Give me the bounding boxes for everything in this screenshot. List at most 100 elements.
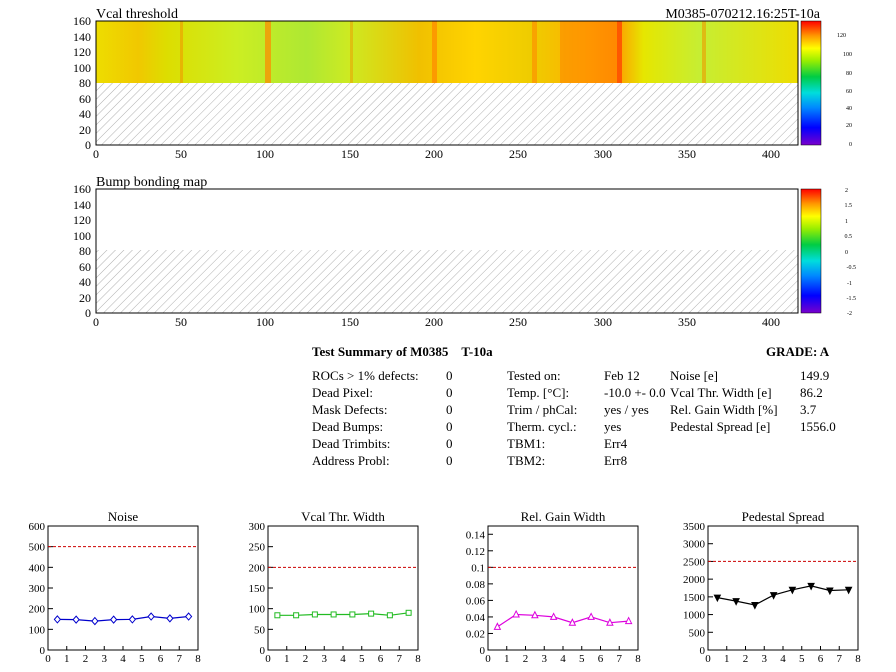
scale-tick: 100 (843, 52, 852, 58)
x-tick-label: 6 (598, 653, 604, 665)
y-tick-label: 160 (73, 182, 91, 196)
result-label: Vcal Thr. Width [e] (670, 385, 772, 400)
x-tick-label: 0 (265, 653, 271, 665)
masked-region (96, 250, 798, 313)
x-tick-label: 350 (678, 147, 696, 161)
result-value: 149.9 (800, 368, 830, 383)
x-tick-label: 5 (799, 653, 805, 665)
data-point (405, 609, 412, 616)
x-tick-label: 1 (504, 653, 510, 665)
data-point (732, 598, 740, 606)
x-tick-label: 1 (724, 653, 730, 665)
x-tick-label: 350 (678, 315, 696, 329)
data-point (368, 610, 375, 617)
x-tick-label: 1 (64, 653, 70, 665)
data-point (512, 609, 520, 618)
x-tick-label: 250 (509, 315, 527, 329)
condition-label: Temp. [°C]: (507, 385, 570, 400)
trend-plot-pedestal-spread: Pedestal Spread 0 500 1000 1500 2000 2500 3000 3… (683, 510, 861, 665)
color-scale-ticks: 2 1.5 1 0.5 0 -0.5 -1 -1.5 -2 (845, 188, 857, 317)
defect-value: 0 (446, 419, 453, 434)
condition-value: yes (604, 419, 622, 434)
results-labels: Noise [e] Vcal Thr. Width [e] Rel. Gain … (670, 367, 778, 435)
x-tick-label: 1 (284, 653, 290, 665)
y-tick-label: 100 (29, 624, 46, 636)
x-tick-label: 8 (635, 653, 641, 665)
y-tick-label: 120 (73, 213, 91, 227)
x-tick-label: 2 (523, 653, 529, 665)
y-tick-label: 150 (249, 583, 266, 595)
summary-title: Test Summary of M0385 T-10a (312, 344, 493, 359)
result-value: 1556.0 (800, 419, 836, 434)
x-tick-label: 50 (175, 147, 187, 161)
condition-label: TBM2: (507, 453, 546, 468)
data-point (293, 612, 300, 619)
y-tick-label: 20 (79, 291, 91, 305)
data-point (128, 615, 137, 624)
data-point (91, 616, 99, 626)
x-tick-label: 200 (425, 147, 443, 161)
y-tick-label: 120 (73, 45, 91, 59)
condition-value: Err8 (604, 453, 628, 468)
x-tick-label: 3 (762, 653, 768, 665)
x-axis: 0 50 100 150 200 250 300 350 400 (93, 315, 780, 329)
y-tick-label: 0.14 (466, 529, 486, 541)
scale-tick: 60 (846, 89, 852, 95)
defect-label: Dead Bumps: (312, 419, 384, 434)
x-tick-label: 5 (359, 653, 365, 665)
x-tick-label: 50 (175, 315, 187, 329)
defect-label: Dead Pixel: (312, 385, 374, 400)
map-title: Vcal threshold (96, 7, 178, 22)
y-tick-label: 3500 (683, 521, 706, 533)
scale-tick: -2 (847, 311, 852, 317)
y-tick-label: 100 (73, 229, 91, 243)
conditions-labels: Tested on: Temp. [°C]: Trim / phCal: The… (507, 367, 577, 469)
plot-frame (267, 525, 419, 651)
x-tick-label: 4 (340, 653, 346, 665)
stripe (560, 21, 622, 83)
x-tick-label: 7 (397, 653, 403, 665)
y-tick-label: 160 (73, 14, 91, 28)
data-point (386, 612, 393, 619)
x-tick-label: 8 (195, 653, 201, 665)
condition-value: yes / yes (604, 402, 649, 417)
defects-labels: ROCs > 1% defects: Dead Pixel: Mask Defe… (312, 367, 419, 469)
y-tick-label: 500 (689, 627, 706, 639)
y-tick-label: 100 (249, 604, 266, 616)
data-point (166, 614, 174, 623)
data-point (769, 592, 778, 600)
x-tick-label: 2 (743, 653, 749, 665)
y-tick-label: 80 (79, 244, 91, 258)
series-line (717, 585, 849, 606)
scale-tick: 80 (846, 71, 852, 77)
heatmap-fill (96, 21, 798, 83)
y-tick-label: 80 (79, 76, 91, 90)
x-tick-label: 6 (818, 653, 824, 665)
y-tick-label: 200 (29, 604, 46, 616)
data-point (493, 622, 502, 630)
module-label: M0385-070212.16:25T-10a (665, 7, 820, 22)
data-point (147, 612, 155, 621)
y-tick-label: 3000 (683, 539, 706, 551)
x-tick-label: 0 (93, 315, 99, 329)
plot-title: Pedestal Spread (742, 510, 825, 524)
y-tick-label: 40 (79, 275, 91, 289)
condition-value: Feb 12 (604, 368, 640, 383)
y-tick-label: 20 (79, 123, 91, 137)
defect-label: Dead Trimbits: (312, 436, 391, 451)
scale-tick: 0 (849, 142, 852, 148)
y-tick-label: 0.12 (466, 546, 485, 558)
stripe (265, 21, 271, 83)
y-tick-label: 0.02 (466, 628, 485, 640)
y-tick-label: 0 (40, 645, 46, 657)
x-tick-label: 5 (579, 653, 585, 665)
scale-tick: -0.5 (847, 265, 857, 271)
scale-tick: 0 (845, 250, 848, 256)
x-tick-label: 400 (762, 147, 780, 161)
frame (95, 20, 799, 146)
y-tick-label: 400 (29, 562, 46, 574)
x-tick-label: 100 (256, 147, 274, 161)
y-tick-label: 1000 (683, 610, 706, 622)
x-tick-label: 100 (256, 315, 274, 329)
x-axis: 0 50 100 150 200 250 300 350 400 (93, 147, 780, 161)
